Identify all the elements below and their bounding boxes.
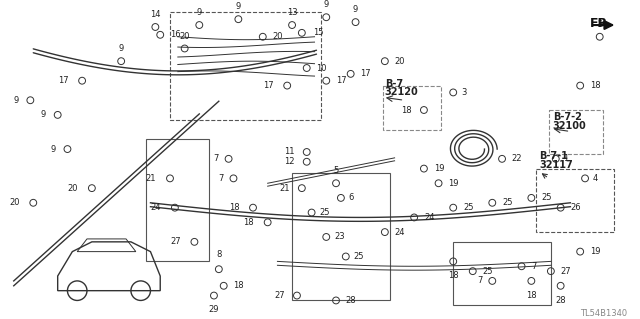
Text: 16: 16 [170, 30, 180, 39]
Text: 19: 19 [449, 179, 459, 188]
Text: 7: 7 [531, 262, 537, 271]
Text: 20: 20 [9, 198, 20, 207]
Text: 12: 12 [285, 157, 295, 166]
Text: 18: 18 [448, 271, 458, 280]
Text: 19: 19 [434, 164, 444, 173]
Text: 27: 27 [561, 267, 572, 276]
Bar [292, 174, 390, 300]
Text: 17: 17 [360, 69, 371, 78]
Text: TL54B1340: TL54B1340 [580, 309, 627, 318]
Text: 32100: 32100 [553, 121, 587, 130]
Text: 27: 27 [275, 291, 285, 300]
Bar [536, 169, 614, 232]
Bar [383, 85, 442, 130]
Bar [453, 242, 551, 305]
Text: 7: 7 [214, 154, 219, 163]
Text: 8: 8 [216, 250, 221, 259]
Text: 5: 5 [333, 167, 339, 175]
Text: 25: 25 [541, 193, 552, 202]
Bar [170, 12, 321, 120]
Text: 18: 18 [234, 281, 244, 290]
Text: 17: 17 [58, 76, 68, 85]
Text: 21: 21 [146, 174, 156, 183]
Text: 9: 9 [353, 5, 358, 14]
Text: 17: 17 [263, 81, 273, 90]
Text: 18: 18 [526, 291, 537, 300]
Text: 25: 25 [483, 267, 493, 276]
Text: B-7-1: B-7-1 [539, 151, 568, 161]
Bar [549, 110, 603, 154]
Text: 19: 19 [590, 247, 600, 256]
Text: 26: 26 [570, 203, 581, 212]
Text: 21: 21 [280, 184, 290, 193]
Text: 32117: 32117 [539, 160, 573, 170]
Text: 18: 18 [243, 218, 254, 227]
Text: B-7-2: B-7-2 [553, 112, 582, 122]
Text: 24: 24 [150, 203, 161, 212]
Bar [145, 139, 209, 261]
Text: 3: 3 [461, 88, 467, 97]
Text: B-7: B-7 [385, 79, 403, 89]
Text: 27: 27 [170, 237, 180, 246]
Text: 4: 4 [593, 174, 598, 183]
Text: 1: 1 [564, 154, 569, 163]
Text: 29: 29 [209, 305, 219, 314]
Text: 20: 20 [68, 184, 78, 193]
Text: 9: 9 [196, 8, 202, 17]
Text: 9: 9 [118, 44, 124, 53]
Text: 28: 28 [556, 296, 566, 305]
Text: 20: 20 [395, 57, 405, 66]
Text: FR.: FR. [590, 17, 613, 30]
Text: 9: 9 [236, 2, 241, 11]
Text: 11: 11 [285, 147, 295, 157]
Text: 25: 25 [502, 198, 513, 207]
Text: 9: 9 [324, 0, 329, 10]
Text: 25: 25 [353, 252, 364, 261]
Text: 10: 10 [317, 63, 327, 72]
Text: 24: 24 [395, 227, 405, 237]
Text: 2: 2 [597, 20, 602, 29]
Text: 23: 23 [334, 233, 345, 241]
Text: 9: 9 [13, 96, 19, 105]
Text: 25: 25 [463, 203, 474, 212]
Text: 20: 20 [179, 32, 190, 41]
Text: 15: 15 [314, 28, 324, 37]
Text: 20: 20 [273, 32, 283, 41]
Text: 18: 18 [228, 203, 239, 212]
Text: 9: 9 [51, 145, 56, 153]
Text: 9: 9 [41, 110, 46, 119]
Text: 6: 6 [349, 193, 354, 202]
Text: 17: 17 [336, 76, 347, 85]
Text: 13: 13 [287, 8, 298, 17]
Text: 7: 7 [477, 276, 483, 286]
Text: 28: 28 [346, 296, 356, 305]
Text: 14: 14 [150, 10, 161, 19]
Text: 32120: 32120 [385, 87, 419, 97]
Text: 7: 7 [218, 174, 224, 183]
Text: 22: 22 [512, 154, 522, 163]
Text: 18: 18 [401, 106, 412, 115]
Text: 25: 25 [319, 208, 330, 217]
Text: 18: 18 [590, 81, 600, 90]
Text: 24: 24 [424, 213, 435, 222]
